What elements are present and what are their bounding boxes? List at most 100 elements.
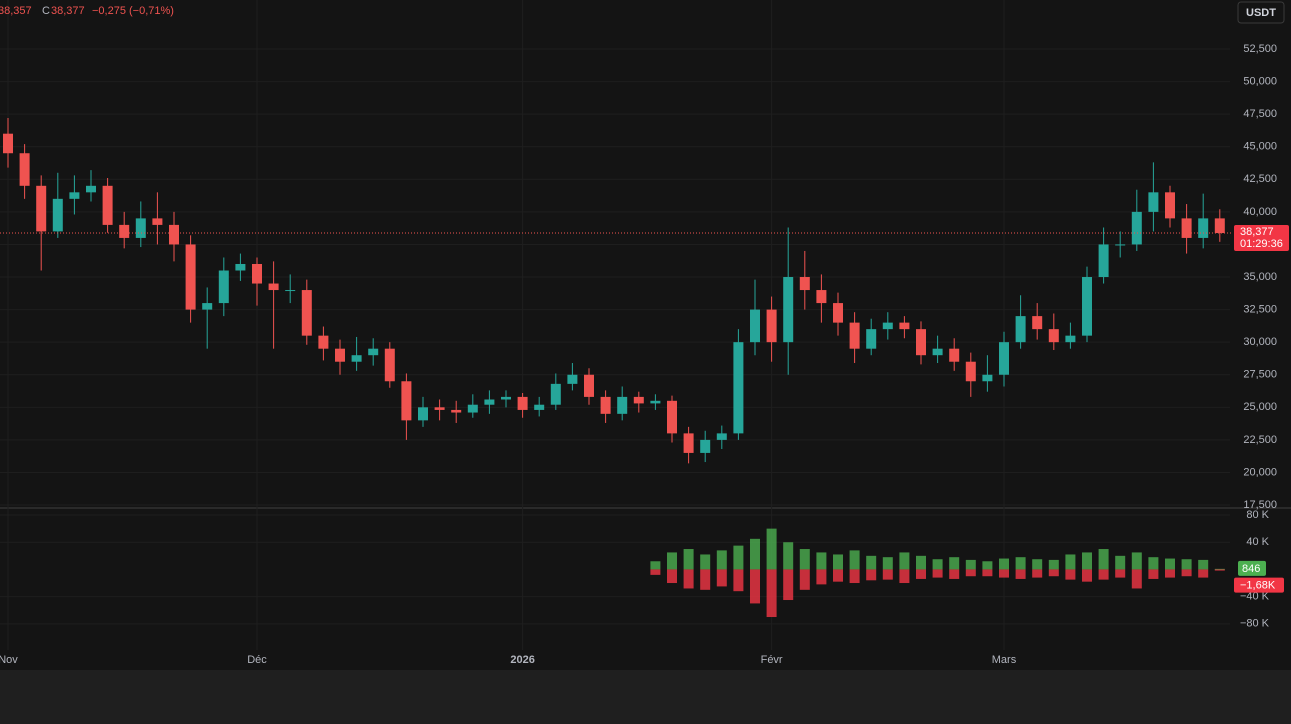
candle-body (368, 348, 379, 356)
candle-body (202, 303, 213, 310)
candle-body (1098, 244, 1109, 278)
x-tick-label: Déc (247, 654, 267, 666)
buy-bar (650, 561, 661, 570)
candle-body (401, 381, 412, 421)
candle-body (169, 224, 179, 245)
buy-bar (799, 549, 810, 570)
y-tick-label: 42,500 (1243, 173, 1277, 185)
candle-body (86, 185, 96, 193)
sell-bar (1198, 569, 1209, 578)
sell-bar (1131, 569, 1142, 589)
sell-bar (1048, 569, 1059, 577)
candle-body (617, 396, 628, 414)
sell-bar (1181, 569, 1192, 577)
y-tick-label: 80 K (1246, 509, 1269, 521)
buy-bar (1148, 557, 1159, 570)
sell-bar (949, 569, 960, 579)
candle-body (716, 433, 727, 440)
buy-bar (1115, 555, 1126, 570)
sell-bar (982, 569, 993, 577)
sell-bar (700, 569, 711, 590)
candle-body (19, 153, 30, 186)
candle-body (102, 185, 113, 225)
candle-body (1165, 192, 1175, 219)
sell-bar (932, 569, 943, 578)
buy-bar (1065, 554, 1076, 570)
sell-bar (816, 569, 827, 585)
sell-bar (783, 569, 794, 601)
sell-bar (733, 569, 744, 592)
buy-bar (849, 550, 860, 570)
candle-body (501, 396, 511, 400)
buy-bar (1015, 557, 1026, 570)
y-tick-label: 40,000 (1243, 206, 1277, 218)
buy-bar (965, 559, 976, 570)
candle-body (600, 396, 611, 414)
candle-body (318, 335, 329, 349)
sell-bar (650, 569, 661, 575)
sell-bar (849, 569, 860, 584)
buy-bar (1048, 559, 1059, 570)
last-sell-box (1234, 577, 1284, 593)
countdown: 01:29:36 (1240, 238, 1283, 250)
candle-body (584, 374, 594, 397)
currency-button[interactable] (1237, 1, 1285, 24)
currency[interactable]: USDT (1246, 7, 1276, 19)
sell-bar (899, 569, 910, 584)
y-tick-label: 22,500 (1243, 434, 1277, 446)
buy-bar (1131, 552, 1142, 570)
candle-body (866, 329, 877, 349)
candle-body (218, 270, 229, 304)
labels: 17,500 20,000 22,500 25,000 27,500 30,000 32,5… (0, 43, 1289, 666)
sell-bar (882, 569, 893, 580)
candle-body (1032, 316, 1043, 330)
candle-body (335, 348, 345, 362)
y-tick-label: 20,000 (1243, 466, 1277, 478)
y-tick-label: 35,000 (1243, 271, 1277, 283)
candle-body (384, 348, 395, 382)
candle-body (882, 322, 893, 330)
y-tick-label: 30,000 (1243, 336, 1277, 348)
last-sell-label: −1,68K (1240, 579, 1276, 591)
background (0, 0, 1291, 670)
x-tick-label: 2026 (510, 654, 534, 666)
x-tick-label: Mars (992, 654, 1017, 666)
buy-bar (882, 557, 893, 570)
sell-bar (766, 569, 777, 618)
candle-body (999, 342, 1009, 375)
candle-body (982, 374, 993, 382)
candle-body (633, 396, 644, 404)
bottom-bar (0, 670, 1291, 724)
candle-body (1198, 218, 1209, 238)
sell-bar (683, 569, 694, 589)
y-tick-label: 50,000 (1243, 75, 1277, 87)
candle-body (534, 404, 545, 410)
sell-bar (1214, 569, 1225, 571)
last-price-box (1234, 225, 1289, 252)
buy-bar (1098, 549, 1109, 570)
candle-body (268, 283, 279, 291)
candle-body (285, 290, 296, 292)
last-buy-box (1238, 560, 1266, 576)
candle-body (849, 322, 860, 349)
sell-bar (799, 569, 810, 590)
y-tick-label: −80 K (1240, 618, 1270, 630)
candle-body (949, 348, 960, 362)
candle-body (1048, 329, 1059, 343)
buy-bar (816, 552, 827, 570)
candle-body (135, 218, 146, 238)
candle-body (119, 224, 130, 238)
buy-bar (949, 557, 960, 570)
candle-body (899, 322, 910, 330)
header-change: −0,275 (−0,71%) (92, 5, 174, 17)
candle-body (418, 407, 428, 421)
buy-bar (1032, 559, 1043, 570)
candle-body (1015, 316, 1026, 343)
buy-bar (899, 552, 910, 570)
candle-body (783, 277, 794, 343)
sell-bar (1098, 569, 1109, 580)
candle-body (185, 244, 196, 310)
candle-body (567, 374, 578, 384)
y-tick-label: 40 K (1246, 536, 1269, 548)
candle-body (451, 409, 462, 413)
